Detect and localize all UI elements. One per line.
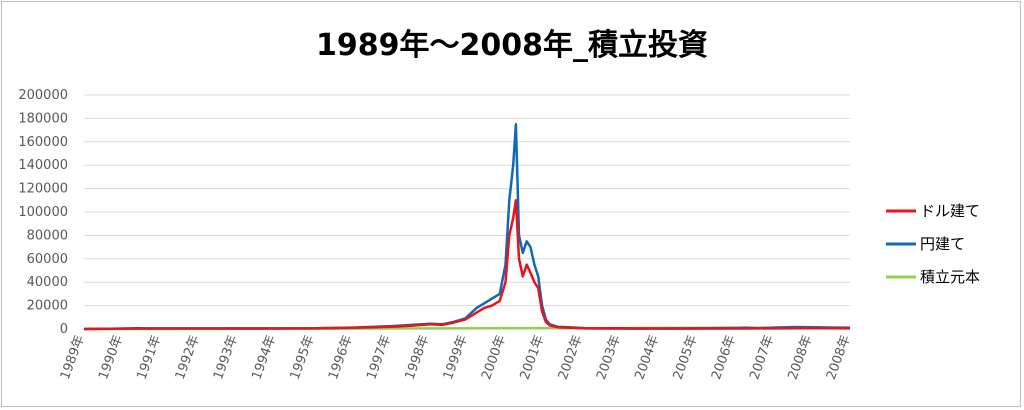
x-tick-label: 2008年: [824, 333, 854, 381]
series-line: [83, 123, 851, 331]
x-tick-label: 2006年: [709, 333, 739, 381]
y-tick-label: 60000: [27, 252, 68, 267]
legend-label: 積立元本: [920, 268, 980, 286]
y-tick-label: 120000: [18, 182, 68, 197]
y-tick-label: 140000: [18, 158, 68, 173]
y-tick-label: 100000: [18, 205, 68, 220]
y-tick-label: 200000: [18, 88, 68, 103]
x-tick-label: 1989年: [58, 333, 88, 381]
legend-label: ドル建て: [920, 202, 980, 220]
x-tick-label: 2002年: [556, 333, 586, 381]
chart-title: 1989年～2008年_積立投資: [316, 28, 708, 63]
x-tick-label: 1999年: [441, 333, 471, 381]
x-tick-label: 2000年: [479, 333, 509, 381]
y-tick-label: 80000: [27, 228, 68, 243]
y-tick-label: 0: [60, 322, 68, 337]
x-tick-label: 2005年: [671, 333, 701, 381]
x-tick-label: 2001年: [517, 333, 547, 381]
x-tick-label: 1996年: [326, 333, 356, 381]
x-tick-label: 2007年: [747, 333, 777, 381]
x-axis-ticks: 1989年 1990年 1991年 1992年 1993年 1994年 1995年 1996年…: [58, 333, 854, 381]
y-tick-label: 40000: [27, 275, 68, 290]
x-tick-label: 1994年: [249, 333, 279, 381]
x-tick-label: 1991年: [134, 333, 164, 381]
x-tick-label: 1990年: [96, 333, 126, 381]
x-tick-label: 2008年: [786, 333, 816, 381]
x-tick-label: 1998年: [403, 333, 433, 381]
x-tick-label: 1993年: [211, 333, 241, 381]
x-tick-label: 1995年: [288, 333, 318, 381]
series-line: [83, 199, 851, 331]
x-tick-label: 1992年: [173, 333, 203, 381]
y-tick-label: 180000: [18, 111, 68, 126]
y-tick-label: 160000: [18, 135, 68, 150]
legend-label: 円建て: [920, 235, 965, 253]
y-axis-ticks: 0 20000 40000 60000 80000 100000 120000 140000 1…: [18, 88, 68, 337]
x-tick-label: 2004年: [632, 333, 662, 381]
x-tick-label: 1997年: [364, 333, 394, 381]
series-lines: [83, 123, 851, 331]
x-tick-label: 2003年: [594, 333, 624, 381]
grid-lines: [84, 94, 850, 330]
y-tick-label: 20000: [27, 299, 68, 314]
